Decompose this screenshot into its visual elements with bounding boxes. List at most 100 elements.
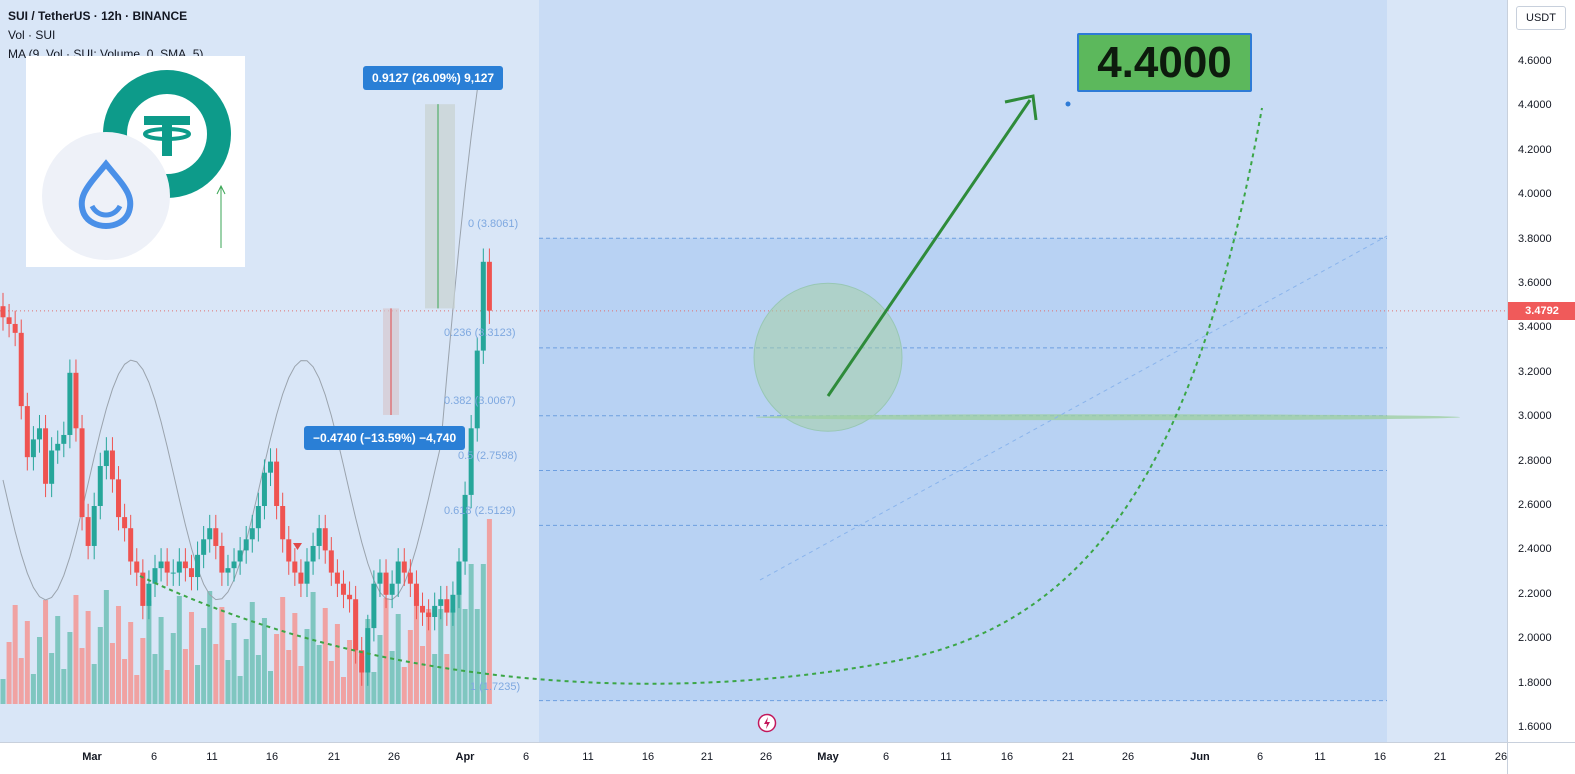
price-tick: 3.8000: [1518, 232, 1552, 245]
candle-body: [316, 528, 322, 546]
fib-label-1: 1 (1.7235): [470, 681, 521, 693]
candle-body: [67, 372, 73, 435]
time-tick: 16: [641, 751, 655, 763]
volume-bar: [164, 670, 170, 704]
candle-body: [304, 561, 310, 584]
candle-body: [49, 450, 55, 484]
candle-body: [91, 506, 97, 546]
volume-bar: [30, 674, 36, 704]
volume-bar: [207, 591, 213, 704]
candle-body: [310, 545, 316, 562]
arrow-head: [1004, 94, 1038, 121]
candle-body: [268, 461, 274, 473]
candle-body: [97, 466, 103, 506]
time-tick: 21: [1061, 751, 1075, 763]
target-price-label[interactable]: 4.4000: [1077, 33, 1252, 92]
fib-label-05: 0.5 (2.7598): [458, 450, 518, 462]
candle-body: [480, 261, 486, 351]
volume-bar: [462, 609, 468, 704]
volume-bar: [286, 650, 292, 704]
time-tick: 16: [1373, 751, 1387, 763]
volume-bar: [371, 672, 377, 704]
volume-bar: [486, 519, 492, 704]
volume-bar: [176, 596, 182, 704]
volume-bar: [395, 614, 401, 704]
candle-body: [55, 443, 61, 451]
price-axis[interactable]: USDT 4.6000 4.4000 4.2000 4.0000 3.8000 3.600…: [1507, 0, 1575, 742]
volume-bar: [243, 639, 249, 704]
volume-bar: [304, 629, 310, 704]
volume-bar: [195, 665, 201, 704]
candle-body: [158, 561, 164, 569]
volume-bar: [407, 630, 413, 704]
symbol-title: SUI / TetherUS · 12h · BINANCE: [8, 9, 188, 23]
candle-body: [377, 572, 383, 584]
logo-image: [26, 56, 245, 267]
volume-bar: [268, 671, 274, 704]
up-measure-label[interactable]: 0.9127 (26.09%) 9,127: [363, 66, 504, 90]
candle-body: [340, 583, 346, 595]
volume-bar: [43, 600, 49, 704]
candle-body: [255, 506, 261, 529]
time-axis[interactable]: Mar 6 11 16 21 26 Apr 6 11 16 21 26 May 6 11 16 21 26 Jun 6…: [0, 742, 1507, 774]
candle-body: [486, 261, 492, 311]
volume-bar: [18, 658, 24, 704]
volume-bar: [134, 675, 140, 704]
volume-bar: [67, 632, 73, 704]
candle-body: [462, 494, 468, 562]
candle-body: [36, 428, 42, 440]
currency-button[interactable]: USDT: [1516, 6, 1566, 30]
candle-body: [85, 517, 91, 546]
candle-body: [328, 550, 334, 573]
time-tick: 26: [1121, 751, 1135, 763]
candle-body: [43, 428, 49, 484]
lightning-icon[interactable]: [757, 713, 777, 733]
price-tick: 3.0000: [1518, 410, 1552, 423]
volume-bar: [97, 627, 103, 704]
time-tick: 16: [265, 751, 279, 763]
candle-body: [456, 561, 462, 595]
price-tick: 3.4000: [1518, 321, 1552, 334]
fib-label-0: 0 (3.8061): [468, 218, 519, 230]
time-tick: 26: [1494, 751, 1508, 763]
candle-body: [116, 479, 122, 518]
target-arrow: [826, 99, 1032, 397]
time-tick: 6: [150, 751, 158, 763]
chart-area[interactable]: SUI / TetherUS · 12h · BINANCE Vol · SUI…: [0, 0, 1507, 742]
volume-bar: [310, 592, 316, 704]
volume-bar: [213, 644, 219, 704]
volume-legend[interactable]: Vol · SUI: [8, 28, 56, 42]
candle-body: [383, 572, 389, 595]
candle-body: [426, 612, 432, 617]
volume-bar: [334, 624, 340, 704]
price-tick: 4.2000: [1518, 143, 1552, 156]
volume-bar: [170, 633, 176, 704]
time-tick: 11: [1314, 751, 1326, 763]
down-measure-label[interactable]: −0.4740 (−13.59%) −4,740: [304, 426, 466, 450]
candle-body: [249, 528, 255, 540]
candle-body: [401, 561, 407, 573]
volume-bar: [468, 564, 474, 704]
symbol-legend[interactable]: SUI / TetherUS · 12h · BINANCE: [8, 9, 187, 23]
time-tick: 6: [1256, 751, 1264, 763]
volume-bar: [444, 654, 450, 704]
volume-bar: [49, 653, 55, 704]
candle-body: [164, 561, 170, 573]
candle-body: [0, 306, 6, 318]
volume-bar: [292, 613, 298, 704]
candle-body: [468, 428, 474, 495]
volume-bar: [231, 623, 237, 704]
time-tick: 21: [327, 751, 341, 763]
fib-label-0618: 0.618 (2.5129): [444, 505, 516, 517]
volume-bar: [456, 564, 462, 704]
candle-body: [219, 545, 225, 573]
axis-corner: [1507, 742, 1575, 774]
candle-body: [395, 561, 401, 584]
price-tick: 2.6000: [1518, 499, 1552, 511]
price-tick: 2.8000: [1518, 454, 1552, 467]
candle-body: [353, 599, 359, 651]
fib-label-0382: 0.382 (3.0067): [444, 395, 516, 407]
price-chart[interactable]: [0, 0, 1507, 742]
time-tick: Apr: [455, 751, 475, 763]
volume-bar: [420, 646, 426, 704]
